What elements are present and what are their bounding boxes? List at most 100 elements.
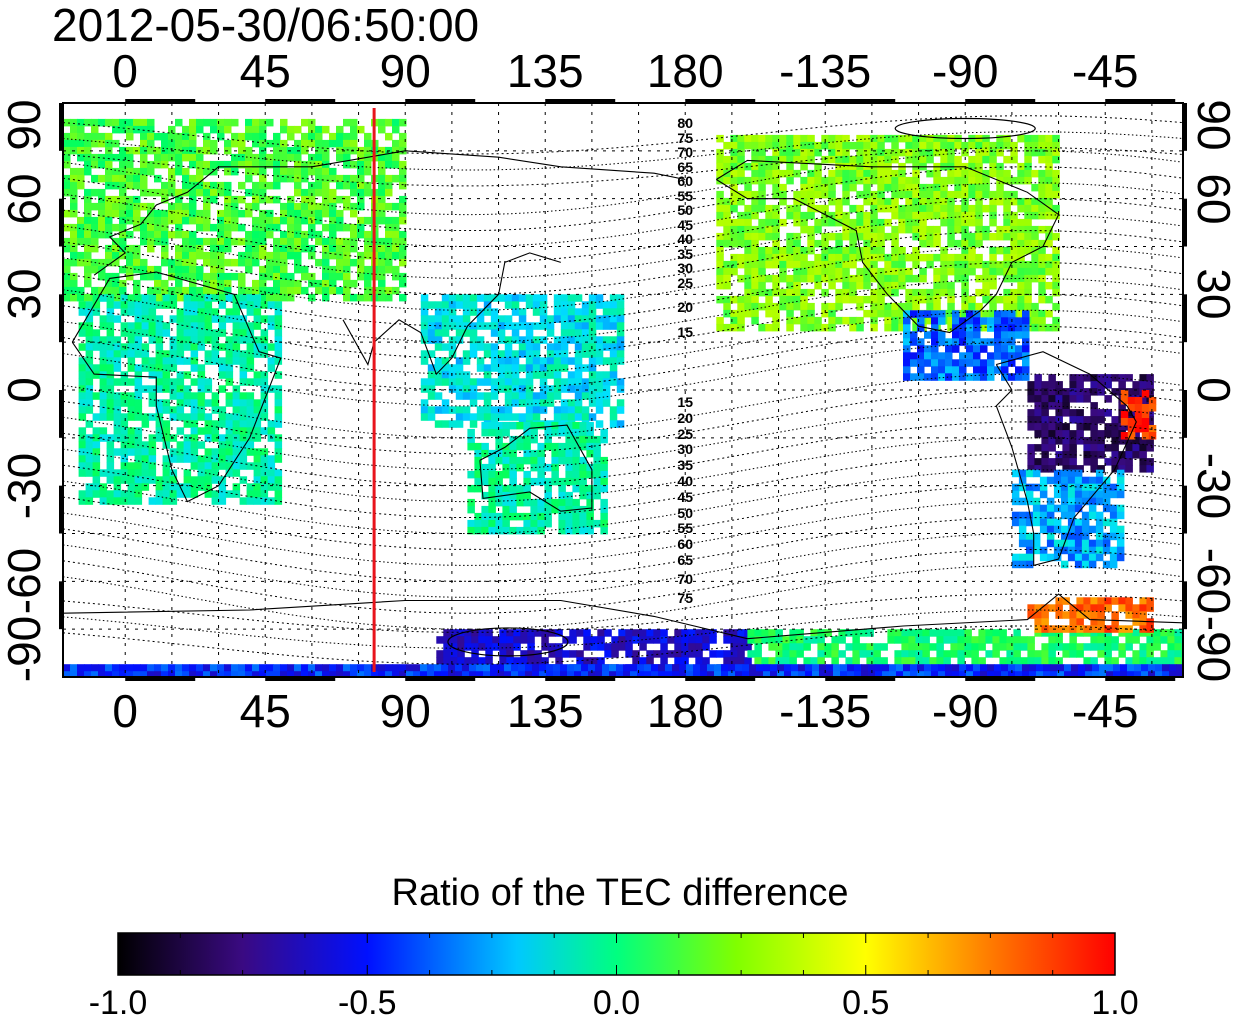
y-tick-left: -30 <box>0 452 50 519</box>
map-title: 2012-05-30/06:50:00 <box>52 0 480 51</box>
frame-tick-bar-bottom <box>1105 676 1176 681</box>
y-tick-right: 60 <box>1188 173 1240 225</box>
contour-label-north: 30 <box>677 260 694 276</box>
contour-label-north: 50 <box>677 202 694 218</box>
x-tick-bottom: 90 <box>379 685 431 737</box>
contour-label-north: 40 <box>677 231 694 247</box>
frame-tick-bar-bottom <box>265 676 336 681</box>
coastline <box>93 150 686 276</box>
mag-lat-contour <box>63 230 1183 295</box>
contour-label-south: 50 <box>677 504 694 521</box>
mag-lat-contour <box>63 421 1183 487</box>
contour-label-south: 45 <box>677 488 694 505</box>
frame-tick-bar-bottom <box>965 676 1036 681</box>
mag-lat-contour <box>63 277 1183 343</box>
frame-tick-bar-left <box>59 390 64 438</box>
contour-label-north: 25 <box>677 274 694 291</box>
y-tick-left: 0 <box>0 377 50 403</box>
y-tick-right: 90 <box>1188 99 1240 151</box>
x-tick-bottom: 0 <box>112 685 139 737</box>
x-tick-bottom: 45 <box>239 685 291 737</box>
frame-tick-bar-bottom <box>685 676 756 681</box>
mag-lat-contour <box>63 182 1183 247</box>
mag-lat-contour <box>63 389 1183 455</box>
mag-lat-contour <box>63 373 1183 439</box>
colorbar-label: -1.0 <box>88 984 148 1022</box>
x-tick-top: -45 <box>1071 45 1139 97</box>
frame-tick-bar-right <box>1182 294 1187 343</box>
frame-tick-bar-bottom <box>405 676 476 681</box>
tec-region <box>747 629 1183 665</box>
frame-tick-bar-right <box>1182 581 1187 630</box>
colorbar-ticks <box>117 933 1116 975</box>
colorbar-label: 0.0 <box>592 984 641 1022</box>
contour-label-north: 75 <box>677 129 694 146</box>
frame-tick-bar-top <box>545 99 616 104</box>
frame-tick-bar-top <box>125 99 196 104</box>
contour-label-south: 55 <box>677 520 694 537</box>
tec-region <box>1120 390 1157 440</box>
tec-data-layer <box>63 118 1183 677</box>
contour-label-south: 25 <box>677 425 694 442</box>
tec-region <box>63 664 1183 677</box>
frame-tick-bar-right <box>1182 103 1187 151</box>
contour-label-north: 35 <box>677 245 694 262</box>
tec-region <box>467 421 608 535</box>
mag-lat-contour <box>63 115 1183 155</box>
x-tick-top: 45 <box>239 45 291 97</box>
contour-label-south: 60 <box>677 536 694 553</box>
frame-tick-bar-bottom <box>545 676 616 681</box>
tec-region <box>716 134 1060 332</box>
frame-tick-bar-right <box>1182 485 1187 534</box>
mag-lat-contour <box>63 485 1183 550</box>
mag-pole-contour-south <box>447 627 569 657</box>
frame-tick-bar-left <box>59 103 64 151</box>
x-tick-bottom: 180 <box>646 685 724 737</box>
mag-lat-contour <box>63 309 1183 375</box>
frame-tick-bar-top <box>965 99 1036 104</box>
contour-label-north: 55 <box>677 187 694 204</box>
y-tick-left: -90 <box>0 615 50 683</box>
y-tick-left: -60 <box>0 548 50 615</box>
mag-lat-contour <box>63 341 1183 407</box>
mag-lat-contour <box>63 262 1183 327</box>
contour-label-south: 75 <box>677 589 694 606</box>
frame-tick-bars <box>59 99 1187 681</box>
x-tick-bottom: -45 <box>1071 685 1139 737</box>
x-tick-bottom: -135 <box>779 685 872 737</box>
contour-label-north: 70 <box>677 144 694 160</box>
colorbar-label: 0.5 <box>842 984 890 1022</box>
y-tick-right: 30 <box>1188 268 1240 320</box>
frame-tick-bar-top <box>405 99 476 104</box>
mag-lat-contour <box>63 198 1183 263</box>
tec-region <box>1011 469 1125 569</box>
frame-tick-bar-top <box>685 99 756 104</box>
frame-tick-bar-bottom <box>125 676 196 681</box>
contour-label-south: 70 <box>677 570 694 587</box>
mag-lat-contour <box>63 131 1183 171</box>
mag-lat-contour <box>63 517 1183 582</box>
frame-tick-bar-left <box>59 581 64 630</box>
frame-tick-bar-left <box>59 485 64 534</box>
frame-tick-bar-right <box>1182 390 1187 438</box>
contour-label-north: 20 <box>677 299 694 315</box>
mag-lat-contour <box>63 214 1183 279</box>
contour-label-north: 65 <box>677 158 694 175</box>
y-tick-right: 0 <box>1188 377 1240 403</box>
frame-tick-bar-right <box>1182 198 1187 247</box>
contour-label-south: 65 <box>677 552 694 568</box>
mag-pole-contour-north <box>894 117 1036 140</box>
contour-label-north: 15 <box>677 323 694 340</box>
y-tick-left: 60 <box>0 173 50 225</box>
mag-lat-contour <box>63 625 1183 665</box>
mag-lat-contour <box>63 533 1183 598</box>
x-tick-top: 135 <box>506 45 584 97</box>
contour-label-north: 60 <box>677 173 694 189</box>
x-tick-top: -90 <box>931 45 999 97</box>
tec-region <box>420 294 625 428</box>
colorbar-label: -0.5 <box>337 984 397 1022</box>
coastline <box>63 593 1183 640</box>
mag-lat-contour <box>63 564 1183 630</box>
coastline <box>479 424 593 512</box>
mag-lat-contour <box>63 501 1183 566</box>
